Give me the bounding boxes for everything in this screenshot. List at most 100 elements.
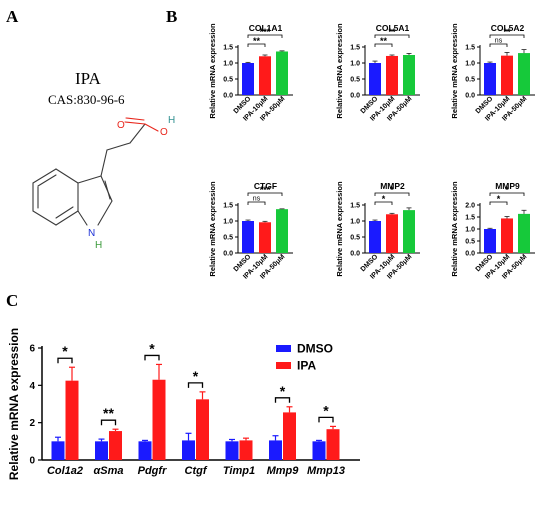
y-axis-label: Relative mRNA expression — [208, 181, 217, 277]
bar-ipa-10μm — [386, 55, 398, 95]
bar-ipa — [196, 399, 209, 460]
bar-dmso — [369, 221, 381, 253]
chart-mmp2: MMP2 Relative mRNA expression 0.0 0.5 1.0 1.5… — [335, 181, 420, 281]
bar-dmso — [312, 441, 326, 460]
bar-ipa-10μm — [501, 218, 513, 253]
bar-ipa — [326, 429, 340, 460]
bond-13 — [104, 180, 111, 200]
significance-bracket — [247, 192, 283, 196]
y-tick-label: 1.0 — [223, 61, 233, 68]
chart-col5a1: COL5A1 Relative mRNA expression 0.0 0.5 1.0 1… — [335, 23, 420, 123]
x-tick-label: Mmp9 — [267, 465, 300, 477]
significance-bracket — [318, 416, 334, 423]
y-axis-label: Relative mRNA expression — [335, 23, 344, 119]
bond-16 — [129, 123, 146, 144]
bond-hydroxyl — [144, 123, 159, 132]
y-tick-label: 1.0 — [223, 219, 233, 226]
bar-dmso — [484, 229, 496, 253]
significance-bracket — [100, 419, 117, 426]
panel-label-c: C — [6, 291, 18, 310]
bar-dmso — [51, 441, 65, 460]
significance-label: * — [505, 185, 509, 195]
bond-carbonyl-double — [125, 117, 145, 121]
significance-label: ** — [253, 36, 261, 46]
significance-bracket — [144, 354, 160, 361]
bar-ipa-50μm — [403, 210, 415, 253]
bar-ipa-10μm — [259, 222, 271, 253]
bar-ipa-50μm — [276, 51, 288, 95]
bar-ipa — [109, 431, 122, 460]
significance-bracket — [489, 43, 508, 47]
x-tick-label: Mmp13 — [307, 465, 345, 477]
y-tick-label: 1.5 — [465, 45, 475, 52]
significance-bracket — [489, 192, 525, 196]
bond-1 — [55, 168, 79, 184]
y-tick-label: 0.0 — [465, 251, 475, 258]
y-tick-label: 0.0 — [350, 93, 360, 100]
significance-label: * — [280, 383, 286, 399]
chart-title: COL5A2 — [491, 23, 525, 33]
bar-dmso — [95, 441, 108, 460]
bond-9 — [77, 175, 102, 184]
bar-ipa — [239, 440, 253, 460]
y-tick-label: 1.0 — [350, 61, 360, 68]
y-tick-label: 1.0 — [465, 61, 475, 68]
y-axis-label: Relative mRNA expression — [450, 23, 459, 119]
bar-dmso — [242, 221, 254, 253]
significance-label: * — [382, 194, 386, 204]
significance-bracket — [374, 34, 410, 38]
bar-ipa-50μm — [276, 209, 288, 253]
x-tick-label: Timp1 — [223, 465, 255, 477]
significance-label: *** — [260, 27, 271, 37]
bond-0 — [32, 168, 57, 184]
significance-bracket — [274, 397, 291, 403]
chart-title: CTGF — [254, 181, 277, 191]
bar-dmso — [138, 441, 152, 460]
bar-ipa-10μm — [501, 55, 513, 95]
significance-label: * — [390, 185, 394, 195]
significance-bracket — [374, 201, 393, 205]
bar-dmso — [242, 63, 254, 95]
bond-7 — [55, 206, 74, 219]
y-tick-label: 2.0 — [465, 203, 475, 210]
y-tick-label: 4 — [29, 381, 35, 392]
y-tick-label: 0.0 — [465, 93, 475, 100]
bar-ipa-10μm — [386, 214, 398, 253]
significance-bracket — [187, 382, 204, 388]
y-tick-label: 0.5 — [465, 77, 475, 84]
significance-bracket — [247, 201, 266, 205]
legend-swatch-ipa — [276, 362, 291, 369]
significance-label: ** — [380, 36, 388, 46]
significance-bracket — [374, 43, 393, 47]
y-tick-label: 0.5 — [223, 77, 233, 84]
y-tick-label: 0 — [29, 456, 35, 467]
bar-ipa-50μm — [403, 55, 415, 95]
y-tick-label: 1.5 — [350, 45, 360, 52]
significance-label: ** — [503, 27, 511, 37]
significance-label: * — [149, 340, 155, 356]
panel-c-chart: Relative mRNA expression 0 2 4 6 Col1a2 * αSma *… — [7, 328, 360, 480]
y-tick-label: 1.5 — [350, 203, 360, 210]
bar-ipa-10μm — [259, 56, 271, 95]
oxygen-carbonyl-label: O — [117, 120, 125, 131]
significance-label: * — [62, 343, 68, 359]
x-tick-label: Pdgfr — [138, 465, 167, 477]
chart-mmp9: MMP9 Relative mRNA expression 0.0 0.5 1.0 1.5… — [450, 181, 535, 281]
compound-name: IPA — [75, 69, 102, 88]
y-tick-label: 0.5 — [350, 235, 360, 242]
chart-title: COL5A1 — [376, 23, 410, 33]
significance-bracket — [57, 357, 73, 364]
bond-3 — [55, 210, 79, 226]
y-tick-label: 0.5 — [223, 235, 233, 242]
bar-ipa — [283, 412, 296, 460]
panel-label-b: B — [166, 7, 177, 26]
y-tick-label: 0.0 — [223, 251, 233, 258]
chart-col5a2: COL5A2 Relative mRNA expression 0.0 0.5 1.0 1… — [450, 23, 535, 123]
significance-label: ** — [388, 27, 396, 37]
x-tick-label: αSma — [93, 465, 123, 477]
chart-title: COL1A1 — [249, 23, 283, 33]
y-axis-label: Relative mRNA expression — [7, 328, 21, 480]
y-tick-label: 1.0 — [350, 219, 360, 226]
significance-label: ns — [253, 196, 261, 203]
